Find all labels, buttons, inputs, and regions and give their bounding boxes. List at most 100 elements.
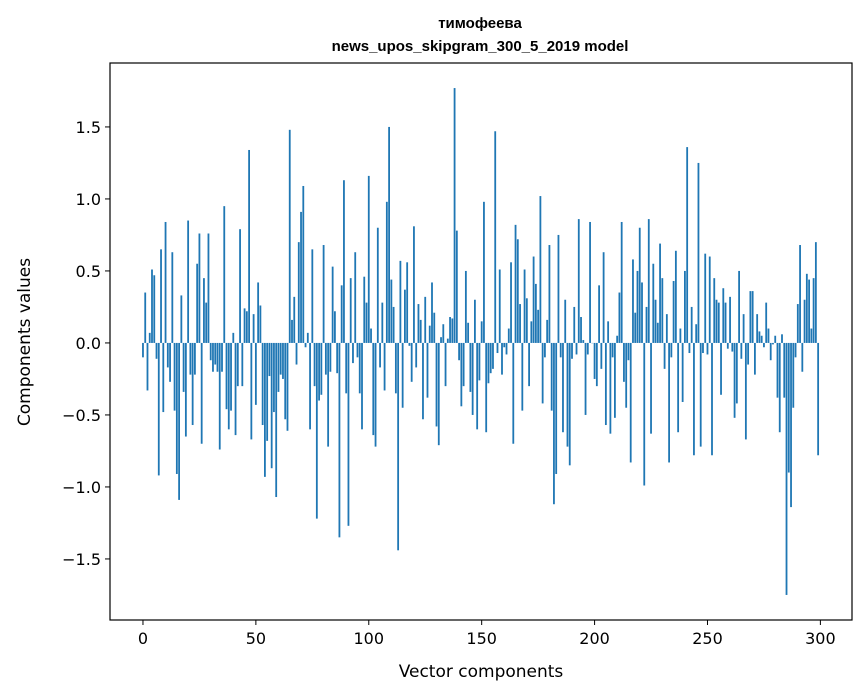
bar-238 bbox=[679, 328, 682, 343]
bar-280 bbox=[774, 335, 777, 343]
bar-2 bbox=[146, 342, 149, 391]
bar-202 bbox=[598, 285, 600, 343]
bar-298 bbox=[814, 242, 817, 343]
bar-18 bbox=[182, 342, 185, 392]
bar-181 bbox=[550, 342, 553, 411]
bar-68 bbox=[295, 342, 298, 365]
bar-1 bbox=[144, 292, 147, 343]
bar-190 bbox=[571, 342, 573, 359]
bar-147 bbox=[474, 299, 476, 343]
bar-172 bbox=[530, 321, 533, 343]
bar-9 bbox=[162, 342, 165, 413]
bar-86 bbox=[336, 342, 339, 374]
bar-261 bbox=[731, 342, 734, 352]
bar-189 bbox=[568, 342, 571, 466]
x-tick-label: 50 bbox=[246, 629, 266, 648]
bar-126 bbox=[426, 342, 429, 398]
bar-219 bbox=[636, 270, 639, 343]
bar-88 bbox=[340, 285, 343, 343]
y-axis-label: Components values bbox=[15, 258, 35, 426]
bar-218 bbox=[634, 312, 637, 343]
bar-149 bbox=[478, 342, 481, 381]
bar-246 bbox=[697, 162, 700, 343]
bar-12 bbox=[169, 342, 171, 382]
bar-94 bbox=[354, 252, 357, 343]
bar-128 bbox=[431, 282, 433, 343]
bar-258 bbox=[724, 302, 727, 343]
x-tick-label: 0 bbox=[138, 629, 148, 648]
bar-60 bbox=[277, 342, 280, 392]
bar-205 bbox=[604, 342, 607, 426]
bar-278 bbox=[769, 342, 772, 361]
bar-74 bbox=[309, 342, 311, 430]
bar-19 bbox=[184, 342, 187, 437]
bar-197 bbox=[586, 342, 589, 355]
bar-292 bbox=[801, 342, 804, 372]
bar-236 bbox=[674, 250, 677, 343]
bar-195 bbox=[582, 340, 585, 343]
bar-34 bbox=[218, 342, 221, 450]
bar-178 bbox=[544, 342, 546, 358]
bar-285 bbox=[785, 342, 788, 595]
bar-101 bbox=[370, 328, 372, 343]
bar-138 bbox=[453, 88, 456, 343]
bar-16 bbox=[178, 342, 180, 500]
bar-0 bbox=[142, 342, 144, 358]
bar-277 bbox=[767, 328, 770, 343]
bar-109 bbox=[388, 126, 390, 343]
bar-247 bbox=[699, 342, 702, 447]
bar-228 bbox=[656, 322, 659, 343]
bar-177 bbox=[541, 342, 544, 404]
bar-120 bbox=[413, 226, 415, 343]
bar-97 bbox=[361, 342, 363, 430]
bar-127 bbox=[428, 325, 431, 343]
bar-125 bbox=[424, 296, 427, 343]
bar-176 bbox=[539, 196, 542, 343]
chart-title-line1: тимофеева bbox=[438, 15, 522, 32]
bar-157 bbox=[496, 342, 499, 354]
bar-200 bbox=[593, 342, 596, 379]
bar-268 bbox=[747, 342, 750, 365]
bar-91 bbox=[347, 342, 350, 526]
bar-232 bbox=[665, 314, 668, 343]
bar-207 bbox=[609, 342, 612, 434]
bar-257 bbox=[722, 288, 725, 343]
bar-37 bbox=[225, 342, 228, 410]
bar-263 bbox=[735, 342, 738, 404]
bar-53 bbox=[261, 342, 264, 426]
bar-224 bbox=[647, 219, 650, 343]
bar-42 bbox=[236, 342, 239, 387]
bar-276 bbox=[765, 302, 768, 343]
bar-95 bbox=[356, 342, 359, 358]
bar-41 bbox=[234, 342, 237, 436]
bar-98 bbox=[363, 276, 366, 343]
bar-158 bbox=[498, 269, 501, 343]
bar-65 bbox=[288, 129, 291, 343]
bar-279 bbox=[772, 342, 774, 345]
bar-51 bbox=[257, 282, 260, 343]
bar-212 bbox=[620, 221, 623, 343]
bar-99 bbox=[365, 302, 368, 343]
y-tick-label: 0.0 bbox=[76, 334, 101, 353]
bar-231 bbox=[663, 342, 666, 369]
bar-110 bbox=[390, 279, 393, 343]
bar-267 bbox=[744, 342, 747, 440]
bar-152 bbox=[485, 342, 488, 433]
bar-253 bbox=[713, 278, 716, 343]
bar-153 bbox=[487, 342, 490, 384]
bar-260 bbox=[729, 296, 731, 343]
bar-142 bbox=[462, 342, 465, 387]
bar-180 bbox=[548, 245, 551, 343]
bar-45 bbox=[243, 308, 246, 343]
bar-145 bbox=[469, 342, 472, 392]
bar-269 bbox=[749, 291, 752, 343]
bar-171 bbox=[528, 342, 530, 387]
bar-173 bbox=[532, 256, 535, 343]
bar-114 bbox=[399, 260, 402, 343]
x-tick-label: 100 bbox=[354, 629, 385, 648]
bar-144 bbox=[467, 322, 470, 343]
bar-187 bbox=[564, 299, 567, 343]
bar-288 bbox=[792, 342, 795, 408]
bar-192 bbox=[575, 342, 578, 355]
y-tick-label: −0.5 bbox=[62, 406, 101, 425]
